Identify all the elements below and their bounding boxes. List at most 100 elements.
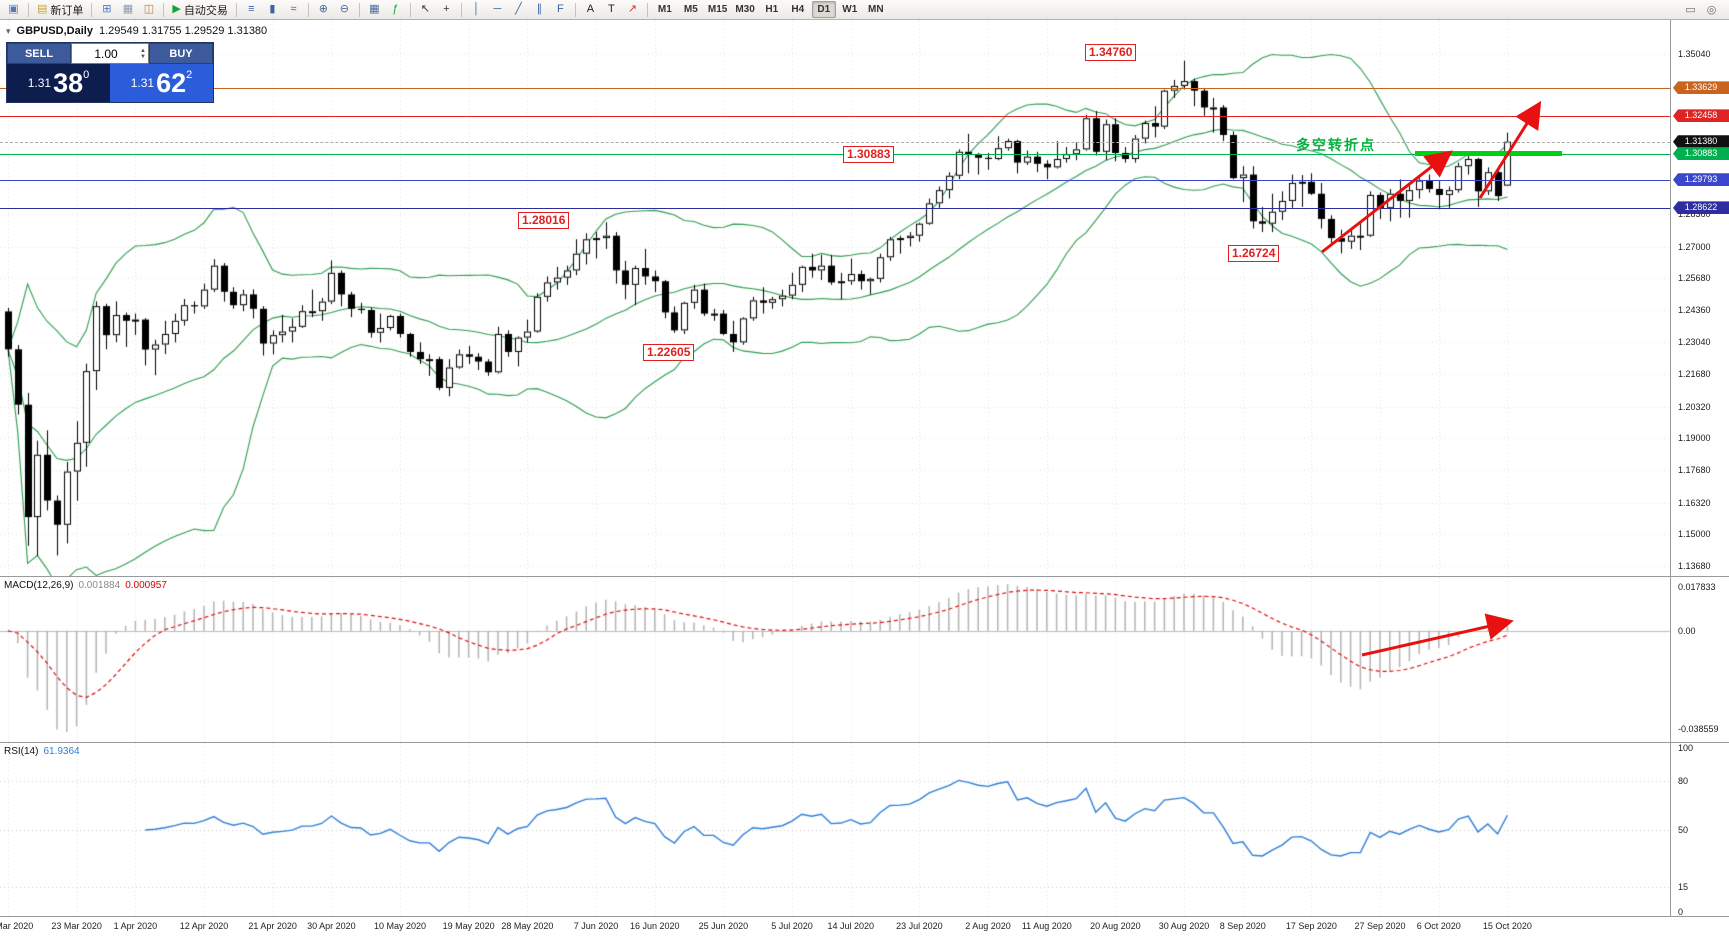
date-label: 2 Aug 2020 <box>965 921 1011 931</box>
horizontal-line-icon: ─ <box>493 3 502 15</box>
buy-button[interactable]: BUY <box>149 43 213 64</box>
autotrading-button[interactable]: ▶ 自动交易 <box>169 1 230 18</box>
sell-price[interactable]: 1.31 38 0 <box>7 64 110 102</box>
navigator-icon[interactable]: ◫ <box>139 1 158 18</box>
crosshair-icon[interactable]: + <box>437 1 456 18</box>
buy-price[interactable]: 1.31 62 2 <box>110 64 213 102</box>
price-axis-label: 1.19000 <box>1678 433 1711 444</box>
timeframe-h1[interactable]: H1 <box>765 4 779 15</box>
timeframe-w1[interactable]: W1 <box>842 4 858 15</box>
bar-chart-icon[interactable]: ≡ <box>242 1 261 18</box>
macd-signal-value: 0.000957 <box>125 580 167 591</box>
volume-down-icon[interactable]: ▼ <box>140 53 146 60</box>
date-label: 16 Jun 2020 <box>630 921 680 931</box>
symbol-ohlc-values: 1.29549 1.31755 1.29529 1.31380 <box>98 25 268 37</box>
price-badge-1.28622: 1.28622 <box>1673 201 1729 215</box>
price-chart[interactable] <box>0 20 1670 576</box>
rsi-axis-label: 15 <box>1678 882 1689 893</box>
new-order-button-label: 新订单 <box>50 4 84 17</box>
text-icon[interactable]: A <box>581 1 600 18</box>
buy-price-sup: 2 <box>186 69 193 81</box>
panel-divider[interactable] <box>0 576 1729 577</box>
date-label: 1 Apr 2020 <box>113 921 158 931</box>
date-label: 16 Mar 2020 <box>0 921 34 931</box>
chart-window-icon[interactable]: ▣ <box>4 1 23 18</box>
timeframe-mn[interactable]: MN <box>868 4 884 15</box>
symbol-title: GBPUSD,Daily <box>16 25 93 37</box>
trendline-icon[interactable]: ╱ <box>509 1 528 18</box>
buy-price-big: 62 <box>156 67 187 98</box>
date-label: 25 Jun 2020 <box>698 921 749 931</box>
sell-price-big: 38 <box>53 67 84 98</box>
indicators-icon: ƒ <box>392 3 399 15</box>
toolbar-separator <box>358 2 360 17</box>
sell-price-sup: 0 <box>83 69 90 81</box>
shapes-icon: ↗ <box>627 3 637 15</box>
shapes-icon[interactable]: ↗ <box>623 1 642 18</box>
volume-input[interactable] <box>72 46 141 61</box>
new-order-button[interactable]: ▤ 新订单 <box>34 1 86 18</box>
timeframe-m15[interactable]: M15 <box>707 4 728 15</box>
label-icon[interactable]: T <box>602 1 621 18</box>
panel-divider[interactable] <box>0 742 1729 743</box>
label-icon: T <box>608 3 615 15</box>
autotrading-button-label: 自动交易 <box>183 4 228 17</box>
price-axis-label: 1.35040 <box>1678 49 1711 59</box>
date-label: 20 Aug 2020 <box>1090 921 1141 931</box>
timeframe-m1[interactable]: M1 <box>657 4 672 15</box>
horizontal-line-icon[interactable]: ─ <box>488 1 507 18</box>
market-watch-icon[interactable]: ⊞ <box>97 1 116 18</box>
macd-axis-bottom: -0.038559 <box>1678 724 1719 734</box>
macd-panel[interactable] <box>0 577 1670 742</box>
chart-window-icon: ▣ <box>8 3 19 15</box>
indicators-icon[interactable]: ƒ <box>386 1 405 18</box>
price-badge-1.32458: 1.32458 <box>1673 109 1729 123</box>
time-axis[interactable]: 16 Mar 2020 23 Mar 2020 1 Apr 2020 12 Apr 2… <box>0 917 1729 941</box>
data-window-icon[interactable]: ▦ <box>118 1 137 18</box>
timeframe-m30[interactable]: M30 <box>735 4 755 15</box>
tile-windows-icon: ▦ <box>369 3 380 15</box>
date-label: 5 Jul 2020 <box>771 921 813 931</box>
data-window-icon: ▦ <box>122 3 134 15</box>
channel-icon: ∥ <box>536 3 543 15</box>
zoom-out-icon: ⊖ <box>339 3 349 15</box>
date-label: 10 May 2020 <box>373 921 427 931</box>
help-icon[interactable]: ◎ <box>1706 4 1717 16</box>
toolbar-separator <box>574 2 576 17</box>
price-axis-label: 1.16320 <box>1678 497 1711 508</box>
rsi-axis-label: 80 <box>1678 775 1689 786</box>
panel-divider[interactable] <box>0 916 1729 917</box>
toolbar-separator <box>235 2 237 17</box>
date-label: 23 Mar 2020 <box>51 921 102 931</box>
line-chart-icon[interactable]: ≈ <box>284 1 303 18</box>
vertical-line-icon: │ <box>472 3 480 15</box>
zoom-in-icon[interactable]: ⊕ <box>314 1 333 18</box>
timeframe-h4[interactable]: H4 <box>791 4 805 15</box>
tile-windows-icon[interactable]: ▦ <box>365 1 384 18</box>
date-label: 14 Jul 2020 <box>827 921 875 931</box>
fibonacci-icon[interactable]: F <box>551 1 570 18</box>
zoom-out-icon[interactable]: ⊖ <box>335 1 354 18</box>
toolbar-separator <box>307 2 309 17</box>
timeframe-m5[interactable]: M5 <box>683 4 698 15</box>
date-label: 8 Sep 2020 <box>1219 921 1266 931</box>
date-label: 12 Apr 2020 <box>179 921 229 931</box>
volume-up-icon[interactable]: ▲ <box>140 47 146 54</box>
sell-button[interactable]: SELL <box>7 43 71 64</box>
fibonacci-icon: F <box>557 3 564 15</box>
channel-icon[interactable]: ∥ <box>530 1 549 18</box>
one-click-panel-toggle-icon[interactable]: ▾ <box>6 25 11 36</box>
cursor-icon[interactable]: ↖ <box>416 1 435 18</box>
layout-icon[interactable]: ▭ <box>1685 4 1696 16</box>
vertical-line-icon[interactable]: │ <box>467 1 486 18</box>
price-axis-label: 1.17680 <box>1678 465 1711 476</box>
price-axis-label: 1.20320 <box>1678 401 1711 412</box>
zoom-in-icon: ⊕ <box>318 3 328 15</box>
trendline-icon: ╱ <box>515 3 522 15</box>
timeframe-d1[interactable]: D1 <box>811 1 836 18</box>
candlestick-icon[interactable]: ▮ <box>263 1 282 18</box>
price-scale[interactable]: 1.350401.283601.270001.256801.243601.230… <box>1670 20 1729 917</box>
date-label: 6 Oct 2020 <box>1416 921 1461 931</box>
rsi-panel[interactable] <box>0 743 1670 916</box>
rsi-axis-label: 50 <box>1678 825 1689 835</box>
